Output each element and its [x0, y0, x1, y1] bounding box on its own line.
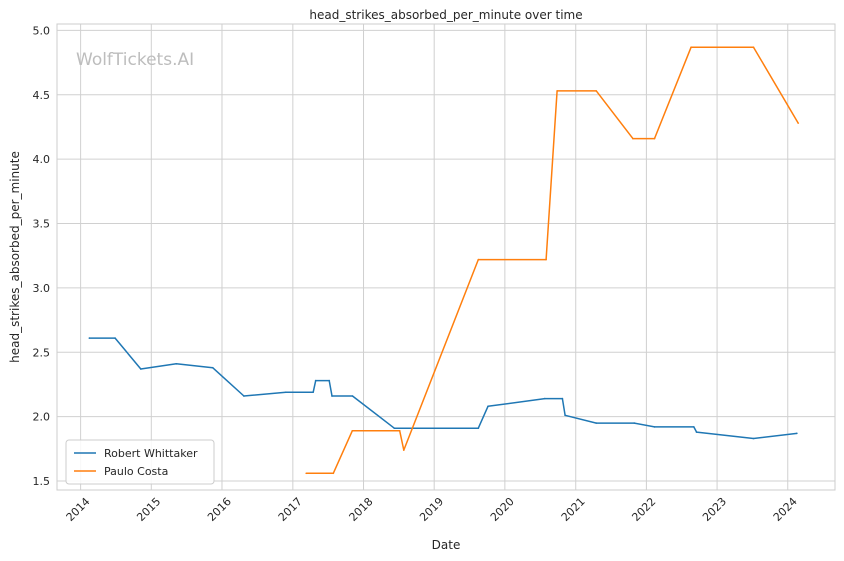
data-point-robert-whittaker — [564, 414, 566, 417]
plot-area — [56, 23, 836, 491]
chart-title: head_strikes_absorbed_per_minute over ti… — [309, 8, 582, 22]
data-point-robert-whittaker — [752, 437, 755, 440]
y-axis-label: head_strikes_absorbed_per_minute — [8, 151, 22, 363]
x-tick-label: 2016 — [205, 495, 234, 524]
data-point-robert-whittaker — [487, 405, 489, 408]
y-tick-label: 3.5 — [33, 218, 51, 231]
data-point-robert-whittaker — [595, 422, 598, 424]
data-point-paulo-costa — [797, 122, 800, 124]
data-point-robert-whittaker — [653, 426, 656, 428]
data-point-robert-whittaker — [328, 379, 331, 382]
data-point-paulo-costa — [305, 472, 308, 475]
data-point-paulo-costa — [398, 429, 401, 432]
x-tick-label: 2020 — [488, 495, 517, 524]
data-point-paulo-costa — [653, 137, 656, 140]
data-point-robert-whittaker — [175, 363, 178, 365]
data-point-paulo-costa — [351, 429, 354, 432]
x-tick-label: 2021 — [559, 495, 588, 524]
x-tick-label: 2017 — [276, 495, 305, 524]
y-tick-label: 4.5 — [33, 89, 51, 102]
x-tick-label: 2024 — [771, 495, 800, 524]
y-tick-label: 3.0 — [33, 282, 51, 295]
data-point-robert-whittaker — [393, 427, 396, 430]
data-point-paulo-costa — [332, 472, 335, 475]
data-point-robert-whittaker — [695, 431, 698, 433]
data-point-robert-whittaker — [561, 397, 564, 400]
x-tick-label: 2015 — [134, 495, 163, 524]
y-tick-label: 1.5 — [33, 475, 51, 488]
data-point-robert-whittaker — [314, 379, 317, 382]
x-axis-label: Date — [432, 538, 461, 552]
data-point-robert-whittaker — [693, 426, 695, 428]
data-point-robert-whittaker — [211, 366, 214, 369]
data-point-robert-whittaker — [114, 337, 116, 339]
data-point-paulo-costa — [402, 449, 405, 451]
x-tick-label: 2023 — [700, 495, 729, 524]
data-point-robert-whittaker — [477, 427, 480, 430]
y-tick-labels: 1.5 2.0 2.5 3.0 3.5 4.0 4.5 5.0 — [33, 24, 51, 488]
data-point-paulo-costa — [545, 258, 547, 261]
data-point-robert-whittaker — [243, 395, 245, 397]
data-point-paulo-costa — [556, 90, 558, 92]
x-tick-label: 2019 — [417, 495, 446, 524]
data-point-robert-whittaker — [88, 337, 91, 339]
data-point-paulo-costa — [632, 137, 634, 140]
data-point-robert-whittaker — [331, 395, 333, 397]
legend: Robert Whittaker Paulo Costa — [65, 439, 215, 485]
data-point-paulo-costa — [477, 258, 480, 261]
x-tick-labels: 2014 2015 2016 2017 2018 2019 2020 2021 2022 2023… — [64, 495, 800, 524]
legend-label-robert-whittaker: Robert Whittaker — [104, 447, 198, 460]
data-point-robert-whittaker — [140, 368, 142, 370]
series-lines — [88, 46, 800, 475]
data-point-robert-whittaker — [285, 391, 287, 393]
data-point-robert-whittaker — [796, 432, 798, 435]
data-point-robert-whittaker — [543, 397, 546, 400]
data-point-paulo-costa — [595, 90, 598, 92]
y-tick-label: 2.0 — [33, 411, 51, 424]
watermark: WolfTickets.AI — [76, 50, 194, 70]
x-tick-label: 2018 — [347, 495, 376, 524]
data-point-robert-whittaker — [351, 395, 354, 397]
y-tick-label: 4.0 — [33, 153, 51, 166]
data-point-robert-whittaker — [633, 422, 636, 424]
grid — [57, 24, 835, 490]
legend-box — [65, 439, 215, 485]
y-tick-label: 2.5 — [33, 346, 51, 359]
x-tick-label: 2022 — [629, 495, 658, 524]
data-point-robert-whittaker — [312, 391, 314, 393]
data-point-paulo-costa — [690, 46, 692, 48]
x-tick-label: 2014 — [64, 495, 93, 524]
y-tick-label: 5.0 — [33, 24, 51, 37]
series-line-paulo-costa — [306, 46, 799, 475]
legend-label-paulo-costa: Paulo Costa — [104, 465, 168, 478]
data-point-paulo-costa — [752, 46, 755, 48]
